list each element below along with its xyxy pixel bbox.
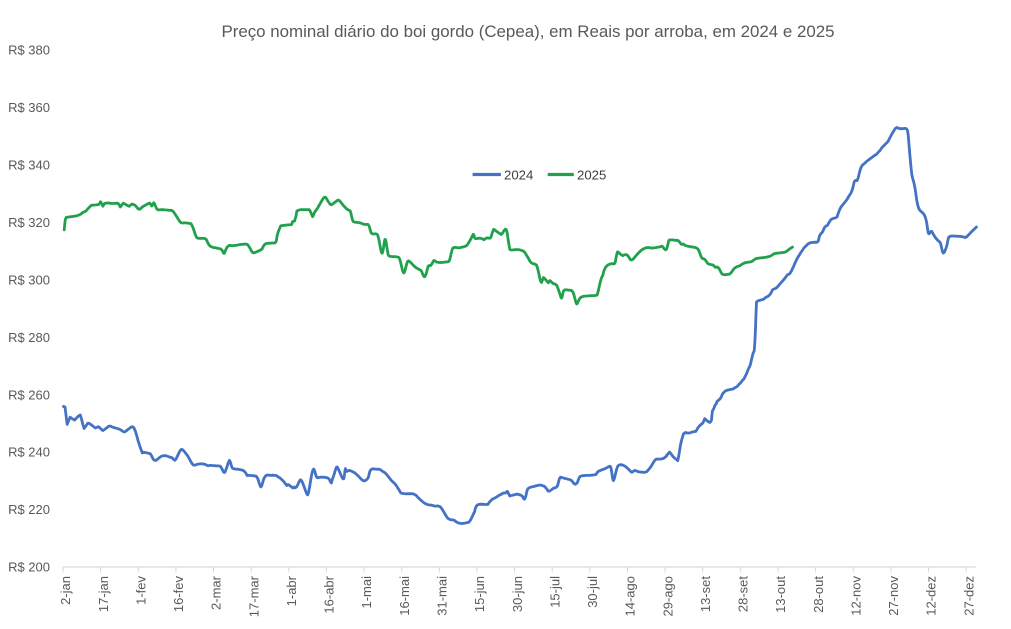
svg-text:2025: 2025 <box>577 168 606 183</box>
svg-text:16-mai: 16-mai <box>397 576 412 616</box>
svg-text:28-out: 28-out <box>811 576 826 613</box>
svg-text:R$ 280: R$ 280 <box>8 330 50 345</box>
svg-text:R$ 360: R$ 360 <box>8 100 50 115</box>
svg-text:2-mar: 2-mar <box>209 575 224 610</box>
svg-text:R$ 340: R$ 340 <box>8 158 50 173</box>
svg-text:15-jul: 15-jul <box>547 576 562 608</box>
svg-text:R$ 300: R$ 300 <box>8 272 50 287</box>
svg-text:30-jun: 30-jun <box>510 576 525 612</box>
svg-text:16-abr: 16-abr <box>322 575 337 613</box>
svg-text:15-jun: 15-jun <box>472 576 487 612</box>
svg-text:R$ 240: R$ 240 <box>8 445 50 460</box>
svg-text:2024: 2024 <box>504 168 533 183</box>
svg-text:Preço nominal diário do boi go: Preço nominal diário do boi gordo (Cepea… <box>221 22 834 41</box>
svg-text:12-nov: 12-nov <box>848 576 863 616</box>
svg-text:12-dez: 12-dez <box>924 576 939 616</box>
svg-text:R$ 260: R$ 260 <box>8 387 50 402</box>
svg-text:30-jul: 30-jul <box>585 576 600 608</box>
svg-text:31-mai: 31-mai <box>435 576 450 616</box>
svg-text:13-set: 13-set <box>698 576 713 613</box>
svg-text:R$ 200: R$ 200 <box>8 560 50 575</box>
svg-text:R$ 380: R$ 380 <box>8 43 50 58</box>
svg-text:R$ 320: R$ 320 <box>8 215 50 230</box>
svg-text:1-mai: 1-mai <box>359 576 374 609</box>
svg-text:17-jan: 17-jan <box>96 576 111 612</box>
svg-text:13-out: 13-out <box>773 576 788 613</box>
svg-text:27-dez: 27-dez <box>961 576 976 616</box>
svg-text:29-ago: 29-ago <box>660 576 675 616</box>
svg-text:1-abr: 1-abr <box>284 575 299 606</box>
svg-text:R$ 220: R$ 220 <box>8 502 50 517</box>
svg-text:28-set: 28-set <box>736 576 751 613</box>
svg-text:14-ago: 14-ago <box>623 576 638 616</box>
svg-text:27-nov: 27-nov <box>886 576 901 616</box>
svg-text:1-fev: 1-fev <box>134 576 149 605</box>
svg-text:17-mar: 17-mar <box>246 575 261 617</box>
svg-text:16-fev: 16-fev <box>171 576 186 613</box>
svg-text:2-jan: 2-jan <box>58 576 73 605</box>
